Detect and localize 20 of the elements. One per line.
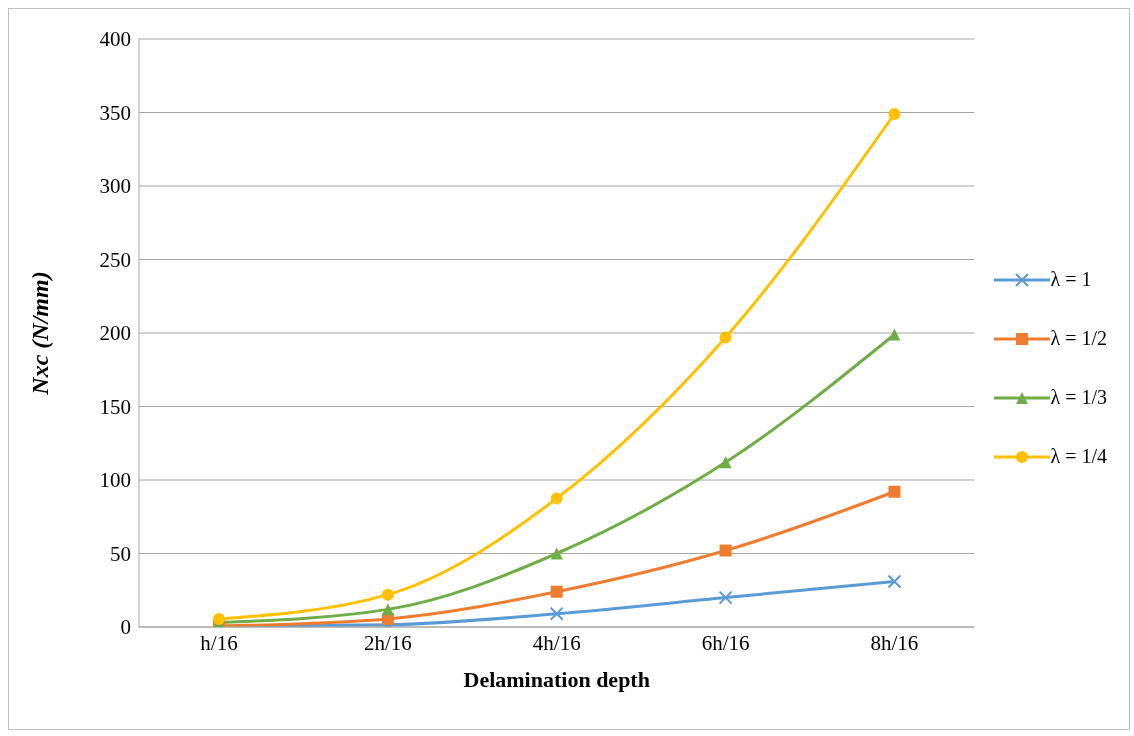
y-tick-label: 400	[99, 27, 131, 52]
x-tick-label: 8h/16	[870, 630, 919, 655]
legend-label: λ = 1/3	[1050, 386, 1107, 409]
y-tick-label: 100	[99, 468, 131, 493]
y-tick-label: 50	[110, 541, 131, 566]
x-tick-label: 6h/16	[701, 630, 750, 655]
y-tick-label: 350	[99, 100, 131, 125]
y-tick-label: 150	[99, 394, 131, 419]
legend-label: λ = 1/2	[1050, 327, 1107, 350]
y-tick-label: 0	[120, 615, 131, 640]
y-tick-label: 250	[99, 247, 131, 272]
legend-label: λ = 1/4	[1050, 445, 1107, 468]
y-tick-label: 200	[99, 321, 131, 346]
y-tick-label: 300	[99, 174, 131, 199]
x-tick-label: 2h/16	[363, 630, 412, 655]
x-tick-label: h/16	[200, 630, 238, 655]
x-axis-title: Delamination depth	[463, 667, 650, 692]
x-tick-label: 4h/16	[532, 630, 581, 655]
y-axis-title: Nxc (N/mm)	[26, 271, 53, 396]
legend-label: λ = 1	[1050, 268, 1092, 291]
